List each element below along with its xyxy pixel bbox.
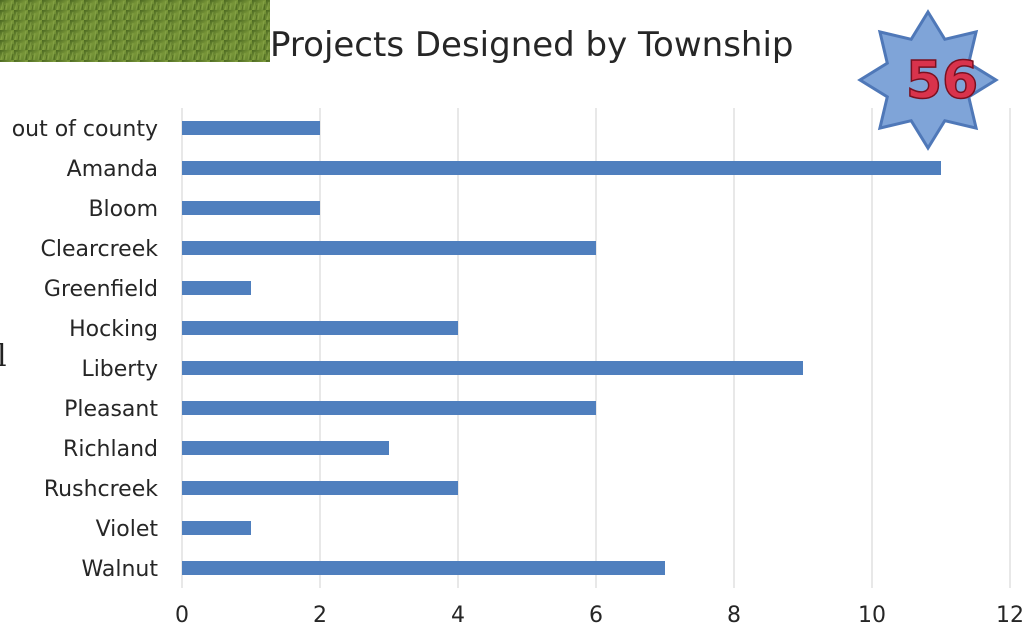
category-label: Hocking	[69, 317, 158, 342]
category-label: Walnut	[82, 557, 159, 582]
stray-glyph: l	[0, 339, 7, 374]
x-tick-label: 8	[727, 603, 741, 628]
category-label: Amanda	[67, 157, 158, 182]
category-label: Liberty	[81, 357, 158, 382]
x-tick-label: 6	[589, 603, 603, 628]
bar	[182, 561, 665, 575]
category-labels: out of county Amanda Bloom Clearcreek Greenf…	[12, 117, 159, 582]
category-label: Rushcreek	[44, 477, 158, 502]
chart-title: Projects Designed by Township	[270, 25, 794, 65]
star-icon	[857, 9, 999, 151]
category-label: Pleasant	[64, 397, 158, 422]
bar	[182, 401, 596, 415]
category-label: Bloom	[88, 197, 158, 222]
x-tick-label: 2	[313, 603, 327, 628]
x-tick-labels: 0 2 4 6 8 10 12	[175, 603, 1024, 628]
bar	[182, 361, 803, 375]
category-label: Greenfield	[44, 277, 158, 302]
bar	[182, 321, 458, 335]
category-label: out of county	[12, 117, 158, 142]
x-tick-label: 0	[175, 603, 189, 628]
bar	[182, 281, 251, 295]
badge-star: 56	[857, 9, 999, 151]
bar	[182, 521, 251, 535]
category-label: Clearcreek	[40, 237, 158, 262]
bar	[182, 241, 596, 255]
bar	[182, 161, 941, 175]
category-label: Richland	[63, 437, 158, 462]
gridlines	[181, 108, 1011, 588]
x-tick-label: 4	[451, 603, 465, 628]
x-tick-label: 10	[858, 603, 886, 628]
category-label: Violet	[96, 517, 159, 542]
bar	[182, 481, 458, 495]
bars	[182, 121, 941, 575]
grass-photo	[0, 0, 270, 62]
bar	[182, 441, 389, 455]
badge-number: 56	[906, 51, 978, 111]
x-tick-label: 12	[996, 603, 1024, 628]
bar	[182, 201, 320, 215]
bar	[182, 121, 320, 135]
